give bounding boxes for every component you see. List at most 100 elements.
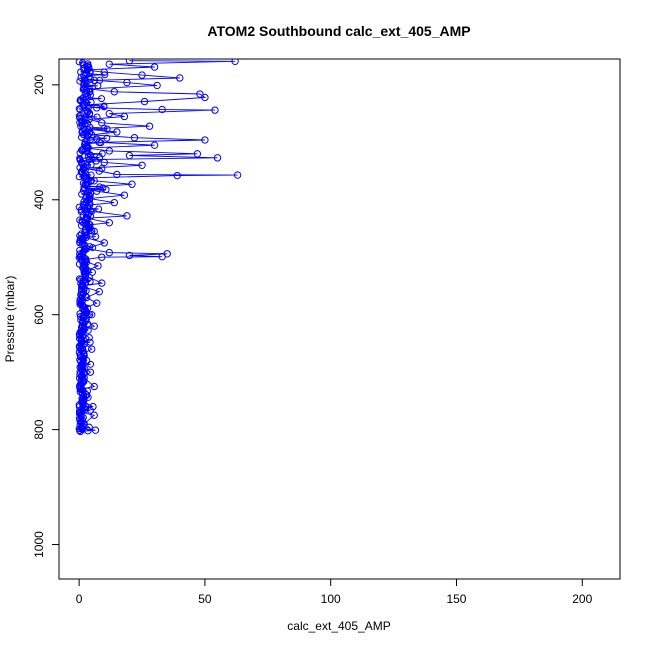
data-point	[150, 63, 159, 71]
x-tick-label: 0	[76, 592, 83, 606]
data-point	[173, 171, 181, 180]
data-point	[88, 131, 96, 139]
data-point	[77, 328, 86, 336]
data-point	[76, 385, 85, 394]
data-point	[105, 147, 114, 155]
data-point	[110, 88, 119, 96]
data-point	[77, 362, 86, 371]
data-point	[125, 151, 134, 160]
data-point	[76, 164, 84, 172]
data-point	[76, 351, 85, 359]
data-point	[231, 59, 239, 65]
y-tick-label: 800	[32, 419, 46, 439]
data-point	[95, 167, 103, 175]
data-point	[87, 360, 95, 368]
data-point	[85, 333, 93, 342]
data-point	[120, 191, 129, 199]
data-point	[130, 134, 139, 142]
data-point	[91, 426, 100, 434]
data-point	[95, 288, 103, 296]
data-point	[145, 122, 154, 130]
data-point	[85, 85, 93, 93]
data-point	[76, 427, 84, 435]
data-point	[123, 78, 131, 87]
data-point	[213, 154, 222, 162]
data-point	[78, 133, 86, 141]
data-point	[80, 164, 88, 172]
plot-frame	[58, 58, 621, 580]
data-point	[86, 368, 95, 376]
data-point	[80, 81, 88, 89]
data-point	[201, 136, 209, 144]
data-point	[82, 244, 91, 253]
data-point	[89, 402, 97, 411]
data-point	[140, 97, 149, 106]
data-point	[80, 125, 88, 133]
data-point	[77, 221, 86, 230]
data-point	[90, 411, 98, 419]
data-point	[105, 60, 114, 68]
data-point	[123, 212, 131, 220]
chart-title: ATOM2 Southbound calc_ext_405_AMP	[207, 23, 470, 39]
data-point	[113, 170, 121, 179]
series-line-0	[79, 60, 238, 432]
data-point	[75, 275, 83, 283]
data-point	[84, 427, 92, 435]
x-tick-label: 100	[321, 592, 341, 606]
data-point	[105, 219, 114, 227]
data-point	[85, 155, 93, 164]
data-point	[78, 397, 86, 405]
data-point	[120, 112, 129, 121]
data-point	[81, 402, 90, 411]
data-point	[98, 95, 106, 103]
data-point	[100, 158, 108, 167]
data-point	[193, 150, 202, 158]
data-point	[88, 207, 96, 215]
data-point	[105, 109, 114, 118]
data-point	[95, 138, 103, 147]
data-point	[128, 180, 136, 188]
data-point	[87, 98, 95, 106]
data-point	[196, 90, 204, 98]
data-point	[211, 106, 219, 114]
data-point	[163, 250, 171, 258]
data-point	[82, 116, 90, 124]
data-point	[90, 76, 98, 84]
data-point	[153, 81, 161, 90]
data-point	[77, 408, 85, 417]
data-point	[75, 173, 83, 181]
data-point	[80, 233, 88, 241]
data-point	[78, 218, 86, 226]
data-point	[82, 293, 91, 302]
data-point	[75, 105, 83, 113]
data-point	[80, 66, 88, 74]
data-point	[93, 104, 101, 112]
data-point	[150, 141, 159, 149]
data-point	[138, 71, 146, 79]
y-tick-label: 400	[32, 189, 46, 209]
data-point	[82, 214, 91, 222]
data-point	[82, 391, 91, 399]
data-point	[85, 194, 93, 203]
x-tick-label: 150	[446, 592, 466, 606]
data-point	[82, 174, 91, 182]
data-point	[88, 310, 96, 319]
data-point	[176, 74, 184, 82]
data-point	[84, 92, 92, 100]
x-axis: 0 50 100 150 200	[76, 578, 593, 606]
data-point	[100, 239, 108, 247]
data-point	[90, 322, 98, 330]
data-point	[85, 115, 93, 124]
data-point	[80, 267, 88, 276]
x-tick-label: 200	[572, 592, 592, 606]
data-point	[90, 177, 98, 185]
data-point	[233, 171, 242, 179]
data-point	[82, 144, 91, 152]
data-point	[89, 268, 97, 276]
data-point	[90, 227, 98, 236]
data-point	[80, 339, 88, 348]
data-point	[85, 273, 93, 282]
data-point	[77, 74, 85, 82]
data-point	[98, 279, 106, 287]
y-tick-label: 1000	[32, 531, 46, 558]
